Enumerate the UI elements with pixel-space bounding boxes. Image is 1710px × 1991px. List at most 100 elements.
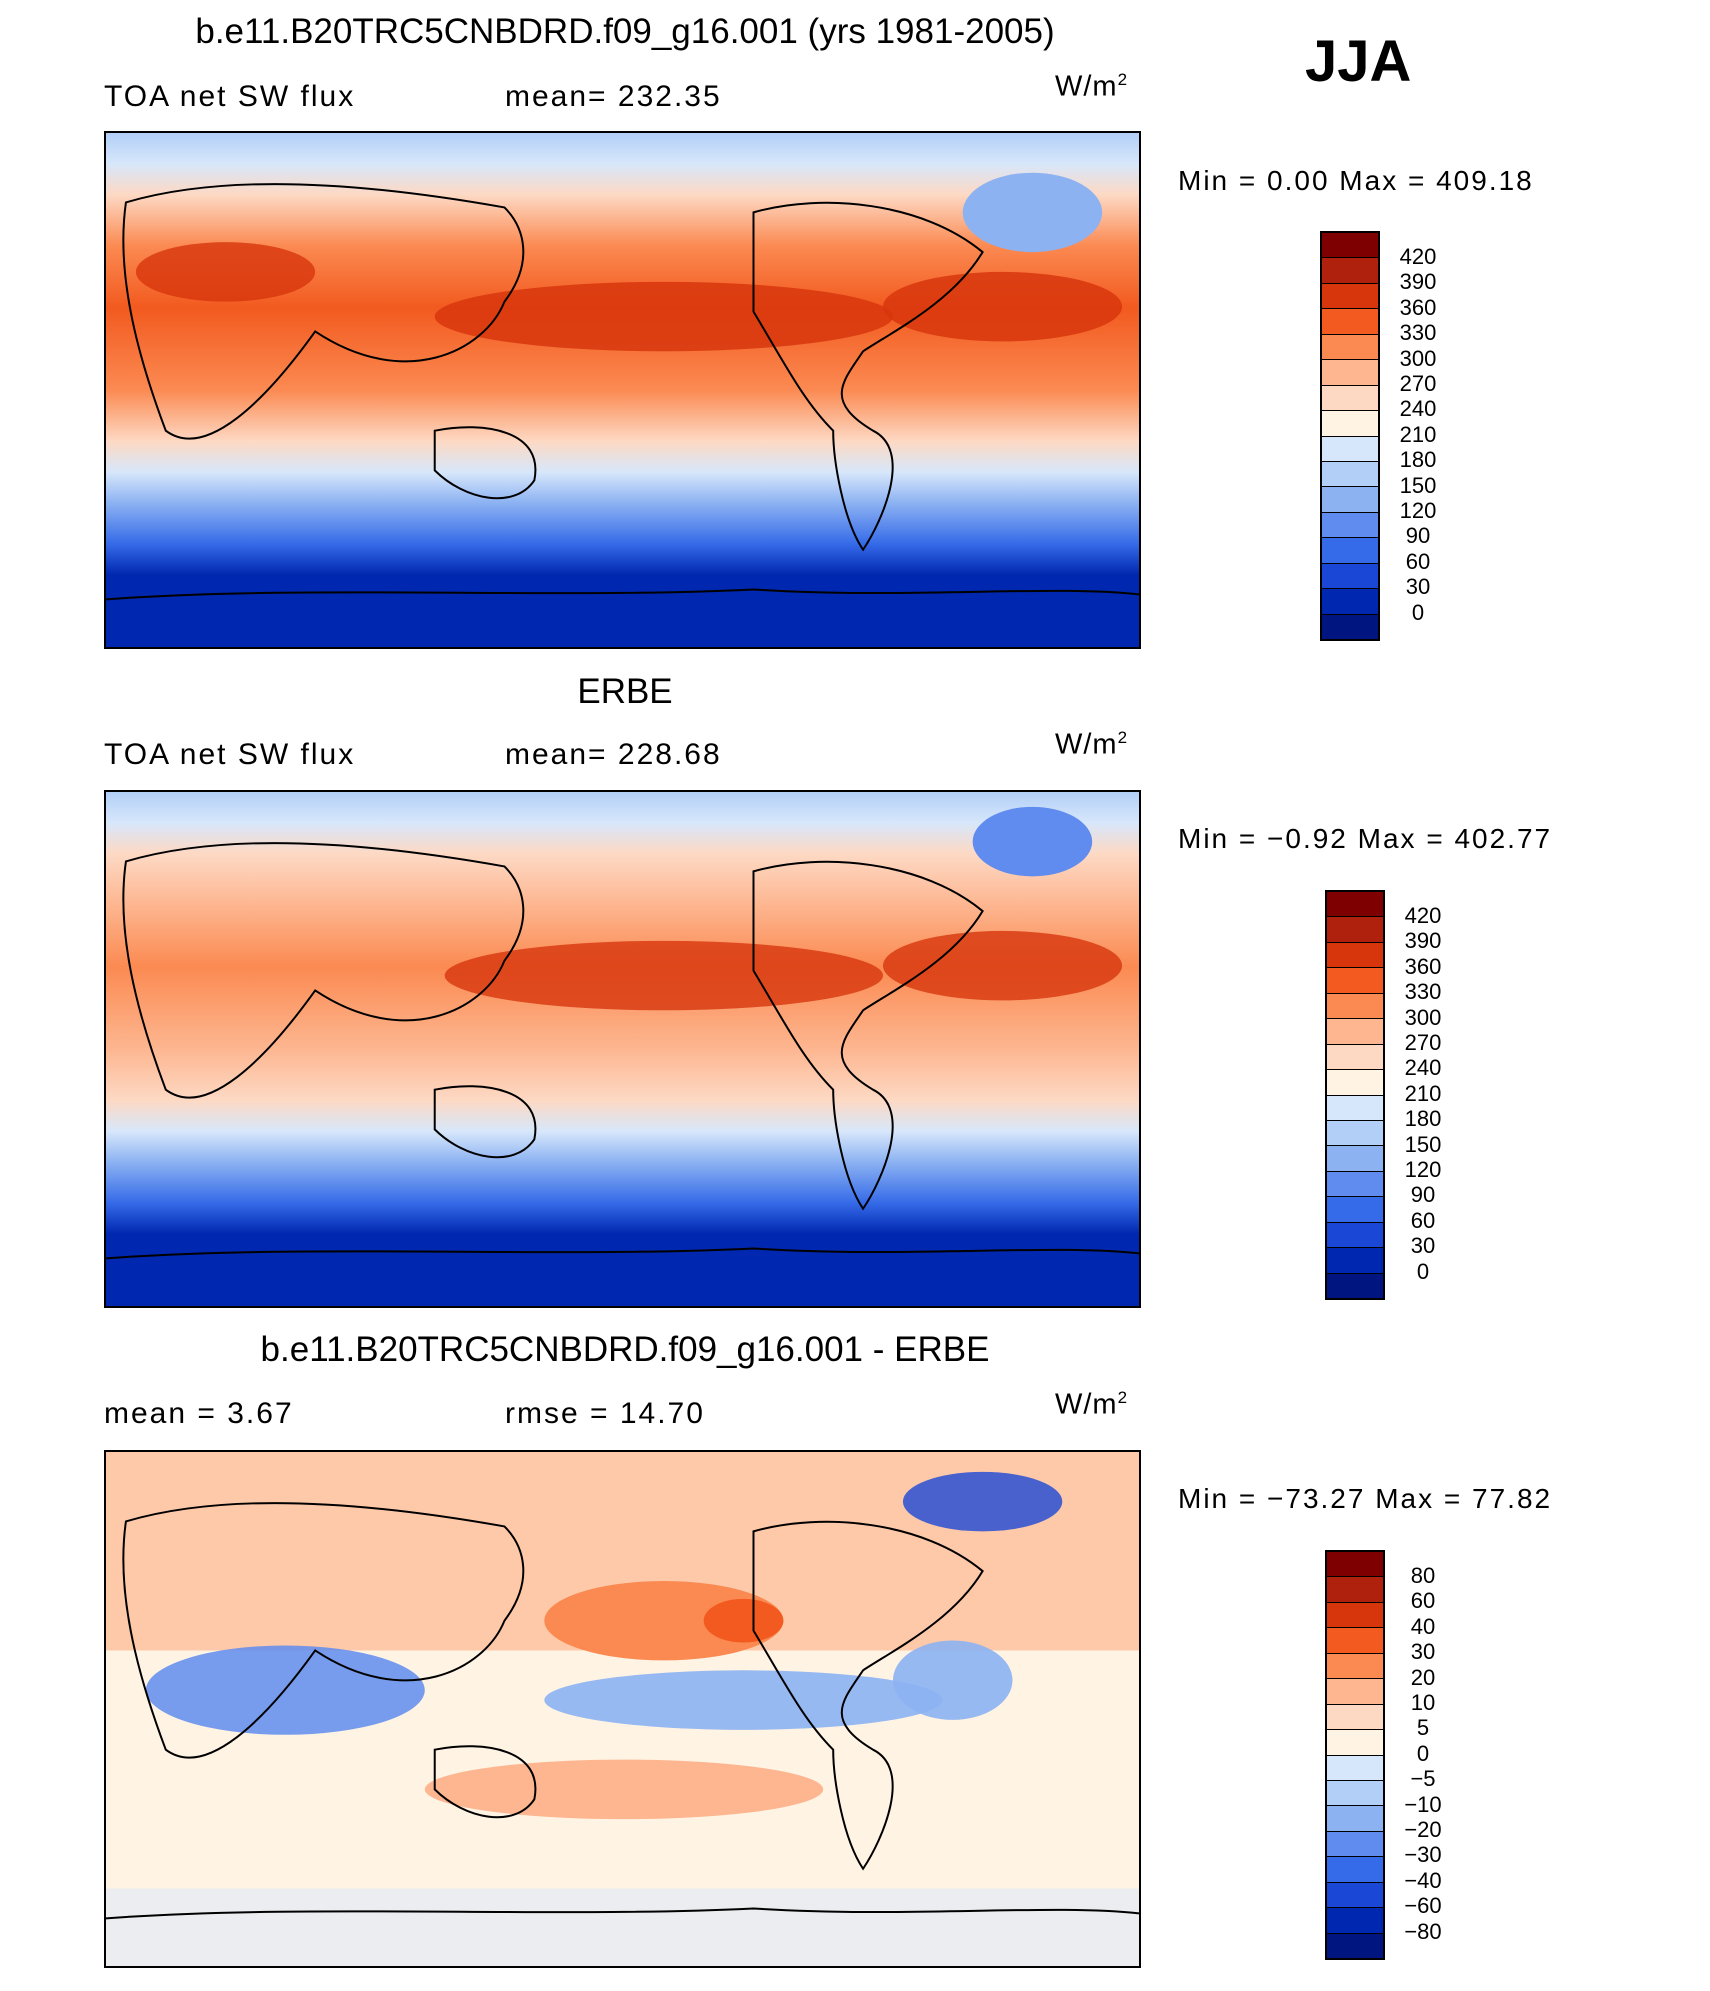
colorbar-tick-label: 390: [1404, 928, 1442, 954]
colorbar-tick-label: 10: [1410, 1690, 1436, 1716]
colorbar-tick-label: 30: [1405, 574, 1431, 600]
panel-obs-colorbar-ticks: 420 390 360 330 300 270 240 210 180 150 120 90 60 30 0: [1393, 903, 1453, 1284]
colorbar-tick-label: 210: [1404, 1080, 1442, 1106]
colorbar-swatch: [1322, 589, 1378, 615]
season-label: JJA: [1305, 29, 1412, 94]
colorbar-swatch: [1327, 1908, 1383, 1934]
colorbar-swatch: [1322, 614, 1378, 639]
panel-obs-mean: mean= 228.68: [505, 738, 722, 771]
panel-obs-map: [104, 790, 1141, 1308]
colorbar-swatch: [1322, 487, 1378, 513]
panel-diff-mean: mean = 3.67: [104, 1397, 294, 1430]
colorbar-swatch: [1327, 1602, 1383, 1629]
colorbar-tick-label: 180: [1399, 447, 1437, 473]
colorbar-swatch: [1327, 1171, 1383, 1198]
colorbar-swatch: [1327, 1120, 1383, 1147]
colorbar-tick-label: 90: [1410, 1182, 1436, 1208]
panel-obs-minmax: Min = −0.92 Max = 402.77: [1178, 823, 1553, 854]
colorbar-tick-label: −30: [1404, 1842, 1442, 1868]
colorbar-tick-label: 0: [1416, 1258, 1430, 1284]
colorbar-swatch: [1327, 1095, 1383, 1121]
colorbar-swatch: [1327, 1070, 1383, 1096]
colorbar-tick-label: 30: [1410, 1233, 1436, 1259]
colorbar-swatch: [1327, 993, 1383, 1020]
panel-model-colorbar-ticks: 420 390 360 330 300 270 240 210 180 150 120 90 60 30 0: [1388, 244, 1448, 625]
colorbar-tick-label: 0: [1411, 599, 1425, 625]
colorbar-swatch: [1322, 461, 1378, 488]
colorbar-tick-label: 360: [1399, 294, 1437, 320]
colorbar-tick-label: 330: [1399, 320, 1437, 346]
colorbar-swatch: [1327, 942, 1383, 969]
colorbar-tick-label: −80: [1404, 1918, 1442, 1944]
obs-map-svg: [106, 792, 1139, 1306]
panel-diff-title: b.e11.B20TRC5CNBDRD.f09_g16.001 - ERBE: [260, 1330, 990, 1369]
colorbar-swatch: [1327, 1197, 1383, 1223]
colorbar-tick-label: 5: [1416, 1715, 1430, 1741]
colorbar-swatch: [1327, 1552, 1383, 1578]
colorbar-swatch: [1327, 917, 1383, 943]
colorbar-swatch: [1322, 385, 1378, 412]
panel-diff-minmax: Min = −73.27 Max = 77.82: [1178, 1483, 1553, 1514]
panel-model-mean: mean= 232.35: [505, 80, 722, 113]
colorbar-swatch: [1322, 563, 1378, 590]
colorbar-tick-label: 330: [1404, 979, 1442, 1005]
colorbar-swatch: [1327, 1273, 1383, 1298]
colorbar-tick-label: −40: [1404, 1867, 1442, 1893]
colorbar-swatch: [1327, 1248, 1383, 1274]
colorbar-tick-label: 270: [1404, 1030, 1442, 1056]
colorbar-tick-label: 80: [1410, 1563, 1436, 1588]
colorbar-swatch: [1322, 283, 1378, 310]
panel-model-variable: TOA net SW flux: [104, 80, 356, 113]
colorbar-tick-label: 300: [1399, 345, 1437, 371]
colorbar-swatch: [1327, 1679, 1383, 1705]
colorbar-swatch: [1322, 538, 1378, 564]
colorbar-swatch: [1327, 1019, 1383, 1045]
colorbar-swatch: [1327, 1755, 1383, 1781]
colorbar-tick-label: 40: [1410, 1613, 1436, 1639]
panel-diff-colorbar: [1325, 1550, 1385, 1960]
panel-diff-map: [104, 1450, 1141, 1968]
colorbar-swatch: [1327, 1653, 1383, 1680]
colorbar-tick-label: 390: [1399, 269, 1437, 295]
colorbar-tick-label: 120: [1404, 1157, 1442, 1183]
diff-map-svg: [106, 1452, 1139, 1966]
colorbar-swatch: [1327, 1780, 1383, 1807]
colorbar-swatch: [1322, 436, 1378, 462]
colorbar-tick-label: 20: [1410, 1664, 1436, 1690]
colorbar-tick-label: −20: [1404, 1817, 1442, 1843]
colorbar-tick-label: 30: [1410, 1639, 1436, 1665]
colorbar-tick-label: 360: [1404, 953, 1442, 979]
colorbar-swatch: [1322, 512, 1378, 539]
colorbar-tick-label: 240: [1399, 396, 1437, 422]
panel-obs-variable: TOA net SW flux: [104, 738, 356, 771]
colorbar-swatch: [1327, 1704, 1383, 1731]
colorbar-tick-label: −5: [1410, 1766, 1436, 1792]
colorbar-swatch: [1327, 1806, 1383, 1832]
colorbar-swatch: [1327, 1628, 1383, 1654]
colorbar-swatch: [1327, 1857, 1383, 1883]
colorbar-swatch: [1327, 1146, 1383, 1172]
colorbar-swatch: [1322, 233, 1378, 259]
colorbar-swatch: [1322, 411, 1378, 437]
colorbar-swatch: [1327, 1933, 1383, 1958]
colorbar-tick-label: −60: [1404, 1893, 1442, 1919]
panel-model-map: [104, 131, 1141, 649]
colorbar-tick-label: 60: [1405, 548, 1431, 574]
model-map-svg: [106, 133, 1139, 647]
colorbar-swatch: [1322, 258, 1378, 284]
colorbar-tick-label: 0: [1416, 1740, 1430, 1766]
panel-model-minmax: Min = 0.00 Max = 409.18: [1178, 165, 1534, 196]
colorbar-tick-label: 150: [1399, 472, 1437, 498]
panel-diff-rmse: rmse = 14.70: [505, 1397, 705, 1430]
colorbar-tick-label: 420: [1404, 903, 1442, 928]
panel-diff-units: W/m2: [1055, 1388, 1129, 1421]
panel-obs-colorbar: [1325, 890, 1385, 1300]
colorbar-swatch: [1322, 334, 1378, 361]
colorbar-tick-label: 240: [1404, 1055, 1442, 1081]
colorbar-swatch: [1327, 1577, 1383, 1603]
colorbar-tick-label: 300: [1404, 1004, 1442, 1030]
colorbar-swatch: [1327, 1730, 1383, 1756]
colorbar-tick-label: 270: [1399, 371, 1437, 397]
colorbar-tick-label: 180: [1404, 1106, 1442, 1132]
colorbar-tick-label: 60: [1410, 1207, 1436, 1233]
